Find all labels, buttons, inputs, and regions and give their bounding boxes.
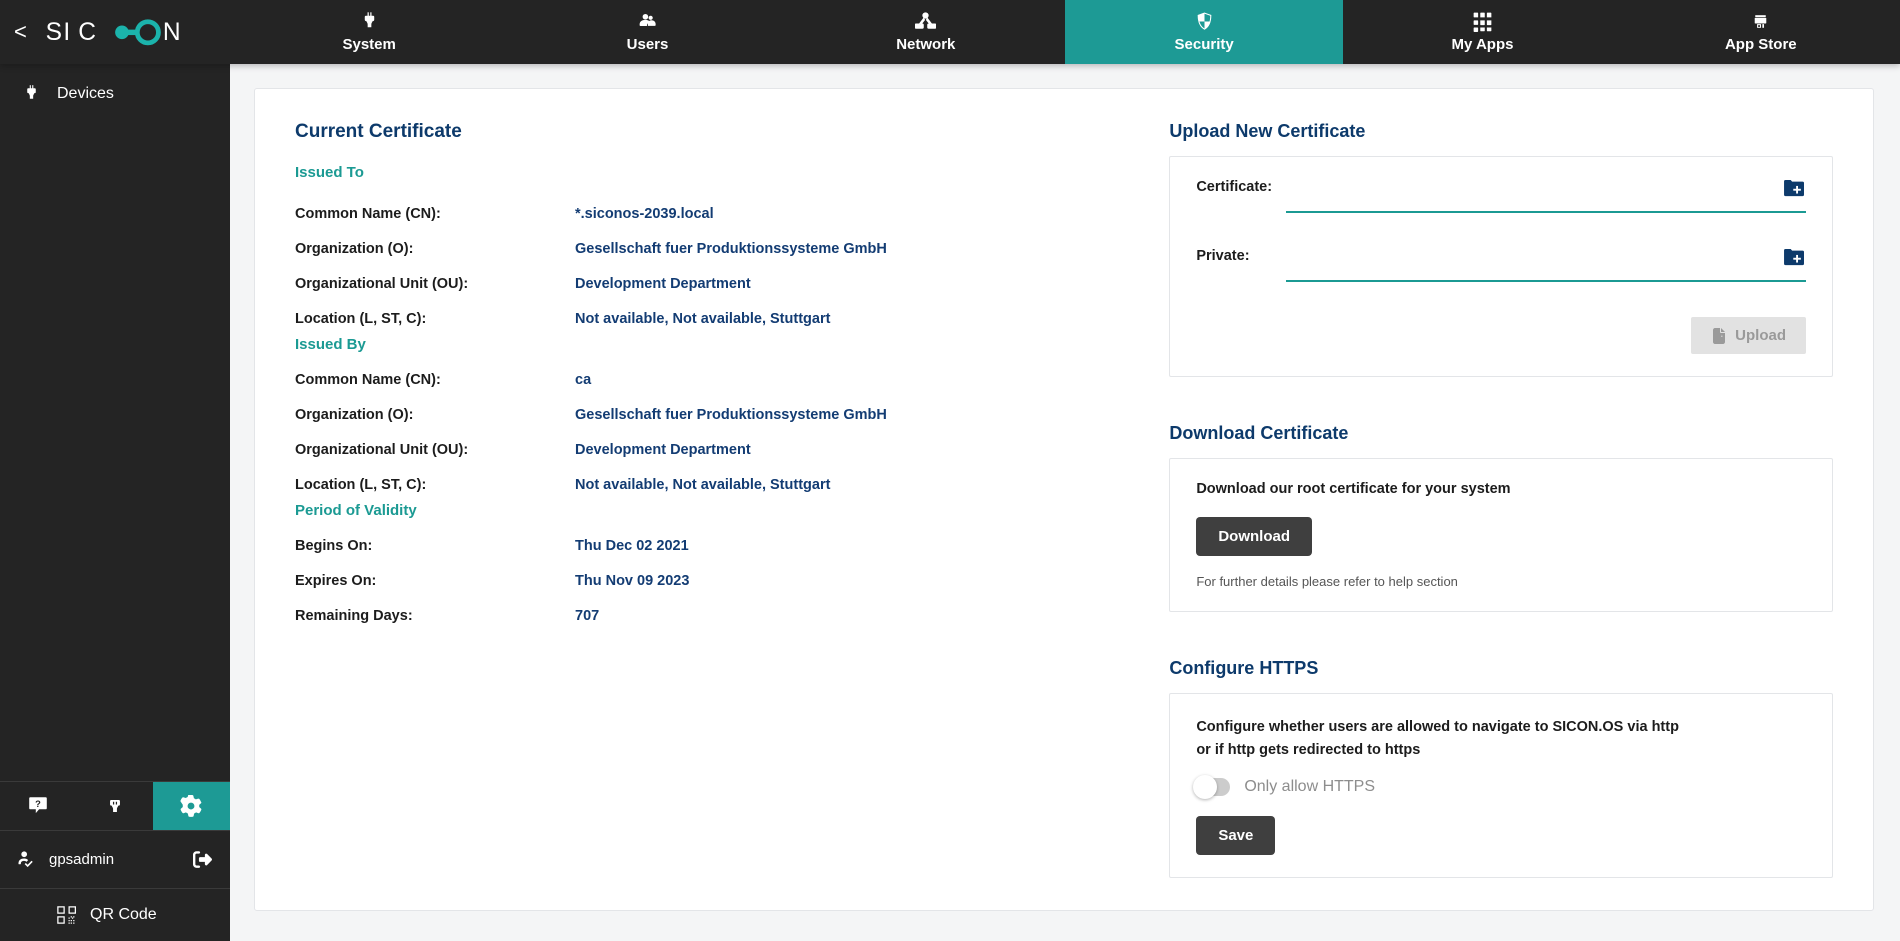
svg-text:?: ? <box>35 799 41 809</box>
svg-text:N: N <box>163 19 181 46</box>
svg-text:SI: SI <box>45 19 71 46</box>
svg-text:C: C <box>78 19 96 46</box>
